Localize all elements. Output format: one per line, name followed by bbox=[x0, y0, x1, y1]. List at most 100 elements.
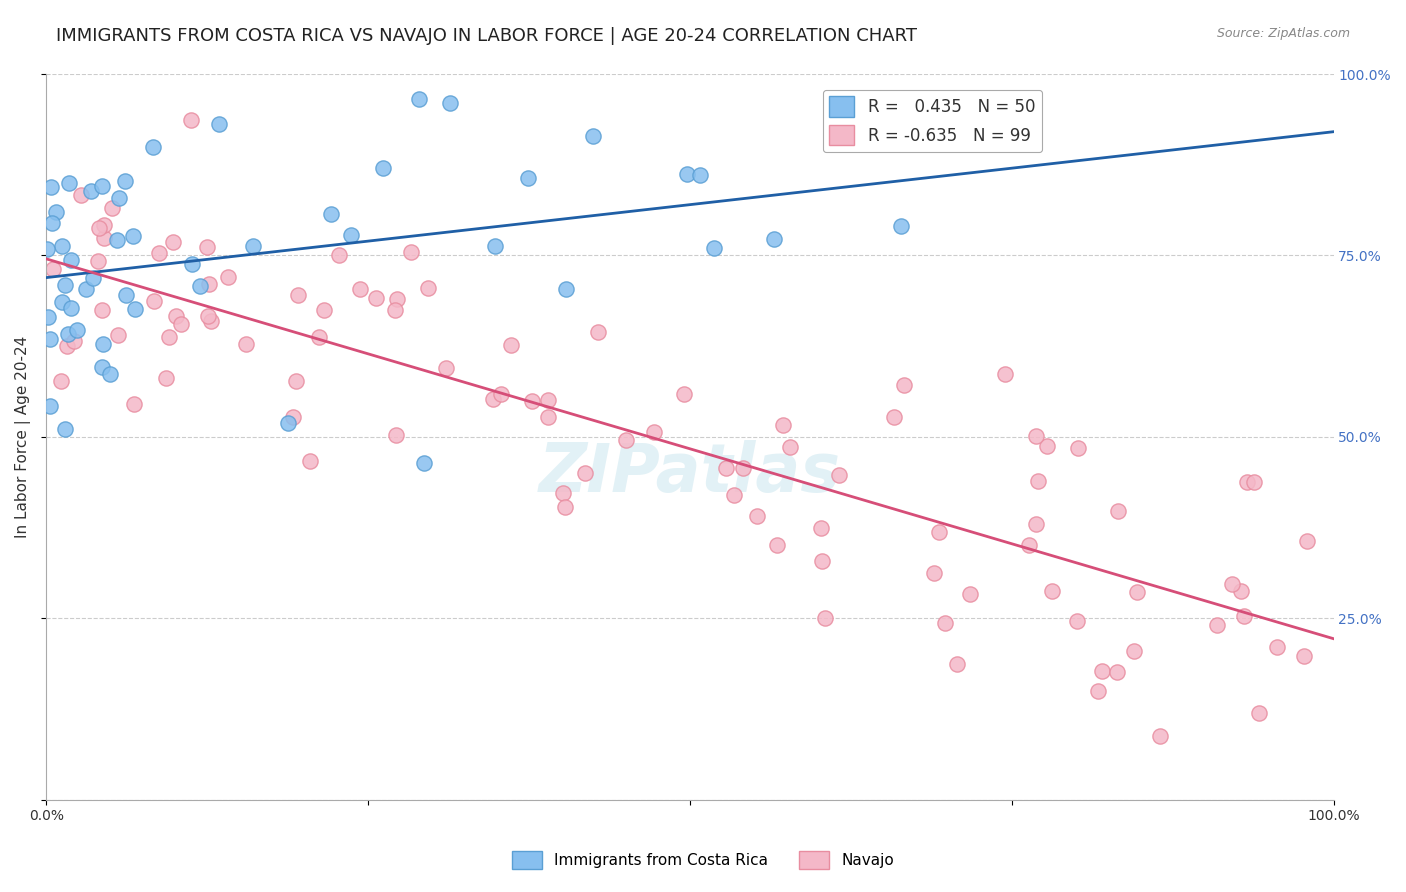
Point bbox=[1036, 439, 1059, 453]
Point bbox=[53, 278, 76, 293]
Point bbox=[1107, 503, 1129, 517]
Point bbox=[101, 201, 124, 215]
Point bbox=[200, 313, 222, 327]
Point bbox=[673, 386, 696, 401]
Point bbox=[188, 279, 211, 293]
Point bbox=[364, 292, 387, 306]
Text: IMMIGRANTS FROM COSTA RICA VS NAVAJO IN LABOR FORCE | AGE 20-24 CORRELATION CHAR: IMMIGRANTS FROM COSTA RICA VS NAVAJO IN … bbox=[56, 27, 917, 45]
Point bbox=[122, 229, 145, 244]
Point bbox=[928, 524, 950, 539]
Point bbox=[1025, 517, 1047, 532]
Point bbox=[1243, 475, 1265, 489]
Point bbox=[58, 176, 80, 190]
Point bbox=[1018, 538, 1040, 552]
Point bbox=[1294, 649, 1316, 664]
Point bbox=[554, 500, 576, 515]
Point bbox=[1107, 665, 1129, 679]
Point bbox=[554, 282, 576, 296]
Point bbox=[614, 433, 637, 447]
Point bbox=[148, 245, 170, 260]
Point bbox=[499, 338, 522, 352]
Point bbox=[384, 303, 406, 318]
Point bbox=[62, 334, 84, 348]
Point bbox=[1067, 442, 1090, 456]
Point bbox=[676, 167, 699, 181]
Point bbox=[945, 657, 967, 671]
Point bbox=[59, 252, 82, 267]
Point bbox=[87, 254, 110, 268]
Point bbox=[35, 242, 58, 256]
Point bbox=[772, 417, 794, 432]
Point bbox=[582, 128, 605, 143]
Point bbox=[766, 538, 789, 552]
Point bbox=[142, 140, 165, 154]
Point bbox=[1087, 683, 1109, 698]
Point bbox=[810, 521, 832, 535]
Point bbox=[122, 397, 145, 411]
Point bbox=[416, 281, 439, 295]
Point bbox=[1149, 729, 1171, 743]
Point bbox=[1091, 664, 1114, 678]
Point bbox=[1236, 475, 1258, 489]
Point bbox=[217, 270, 239, 285]
Point bbox=[39, 180, 62, 194]
Point bbox=[643, 425, 665, 439]
Point bbox=[198, 277, 221, 292]
Point bbox=[1025, 429, 1047, 443]
Point bbox=[537, 410, 560, 425]
Point bbox=[93, 218, 115, 232]
Point bbox=[312, 302, 335, 317]
Point bbox=[39, 399, 62, 413]
Point bbox=[1296, 533, 1319, 548]
Point bbox=[1206, 617, 1229, 632]
Point bbox=[93, 230, 115, 244]
Point bbox=[1220, 577, 1243, 591]
Point bbox=[66, 323, 89, 337]
Point bbox=[434, 360, 457, 375]
Point bbox=[703, 241, 725, 255]
Point bbox=[208, 117, 231, 131]
Point bbox=[170, 317, 193, 331]
Point bbox=[1026, 474, 1049, 488]
Point bbox=[537, 392, 560, 407]
Point bbox=[41, 216, 63, 230]
Point bbox=[277, 416, 299, 430]
Point bbox=[574, 466, 596, 480]
Point bbox=[37, 310, 59, 325]
Point bbox=[114, 174, 136, 188]
Point bbox=[387, 292, 409, 306]
Point bbox=[1066, 614, 1088, 628]
Point bbox=[51, 238, 73, 252]
Point bbox=[934, 615, 956, 630]
Point bbox=[93, 337, 115, 351]
Point bbox=[731, 460, 754, 475]
Point bbox=[439, 95, 461, 110]
Point bbox=[883, 410, 905, 425]
Point bbox=[959, 587, 981, 601]
Legend: R =   0.435   N = 50, R = -0.635   N = 99: R = 0.435 N = 50, R = -0.635 N = 99 bbox=[823, 89, 1042, 152]
Point bbox=[91, 360, 114, 375]
Point bbox=[1249, 706, 1271, 721]
Text: Source: ZipAtlas.com: Source: ZipAtlas.com bbox=[1216, 27, 1350, 40]
Point bbox=[53, 422, 76, 436]
Point bbox=[814, 611, 837, 625]
Point bbox=[1265, 640, 1288, 655]
Point bbox=[235, 336, 257, 351]
Point bbox=[553, 485, 575, 500]
Point bbox=[165, 310, 187, 324]
Point bbox=[1230, 584, 1253, 599]
Point bbox=[586, 326, 609, 340]
Point bbox=[242, 239, 264, 253]
Y-axis label: In Labor Force | Age 20-24: In Labor Force | Age 20-24 bbox=[15, 335, 31, 538]
Point bbox=[321, 206, 343, 220]
Point bbox=[98, 368, 121, 382]
Point bbox=[779, 440, 801, 454]
Point bbox=[762, 232, 785, 246]
Point bbox=[180, 112, 202, 127]
Point bbox=[349, 282, 371, 296]
Point bbox=[49, 374, 72, 388]
Point bbox=[308, 330, 330, 344]
Point bbox=[56, 326, 79, 341]
Point bbox=[714, 460, 737, 475]
Point bbox=[1040, 583, 1063, 598]
